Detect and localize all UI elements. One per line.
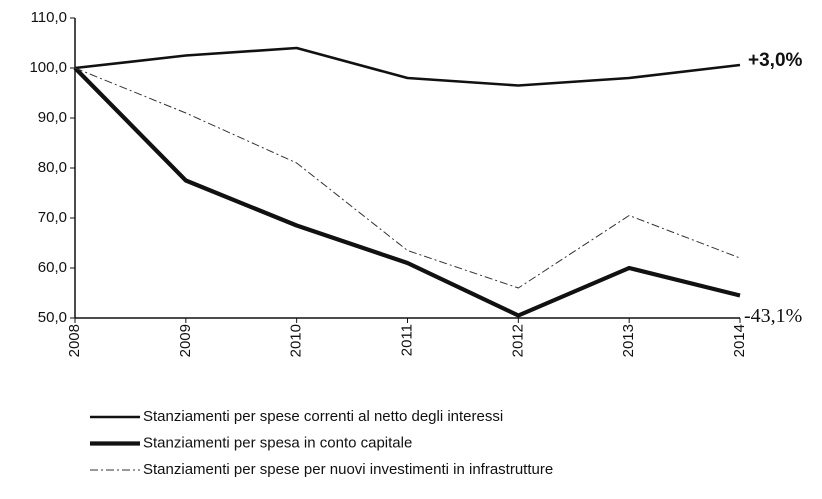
series-line (73, 66, 741, 318)
y-tick-label: 50,0 (38, 309, 67, 326)
y-tick-label: 80,0 (38, 159, 67, 176)
legend-label: Stanziamenti per spese per nuovi investi… (143, 461, 553, 478)
y-tick-label: 90,0 (38, 109, 67, 126)
y-tick-label: 110,0 (31, 9, 67, 26)
x-tick-label: 2011 (398, 324, 415, 356)
series-line (74, 46, 741, 87)
annotation: -43,1% (744, 305, 802, 327)
legend-label: Stanziamenti per spese correnti al netto… (143, 408, 503, 425)
x-tick-label: 2014 (731, 324, 748, 357)
series-line (74, 67, 741, 289)
x-tick-label: 2010 (288, 324, 305, 357)
annotation: +3,0% (748, 50, 803, 71)
x-tick-label: 2009 (177, 324, 194, 357)
x-tick-label: 2012 (509, 324, 526, 357)
x-tick-label: 2008 (66, 324, 83, 357)
legend-label: Stanziamenti per spesa in conto capitale (143, 434, 412, 451)
y-tick-label: 60,0 (38, 259, 67, 276)
y-tick-label: 100,0 (29, 59, 67, 76)
y-tick-label: 70,0 (38, 209, 67, 226)
x-tick-label: 2013 (620, 324, 637, 357)
